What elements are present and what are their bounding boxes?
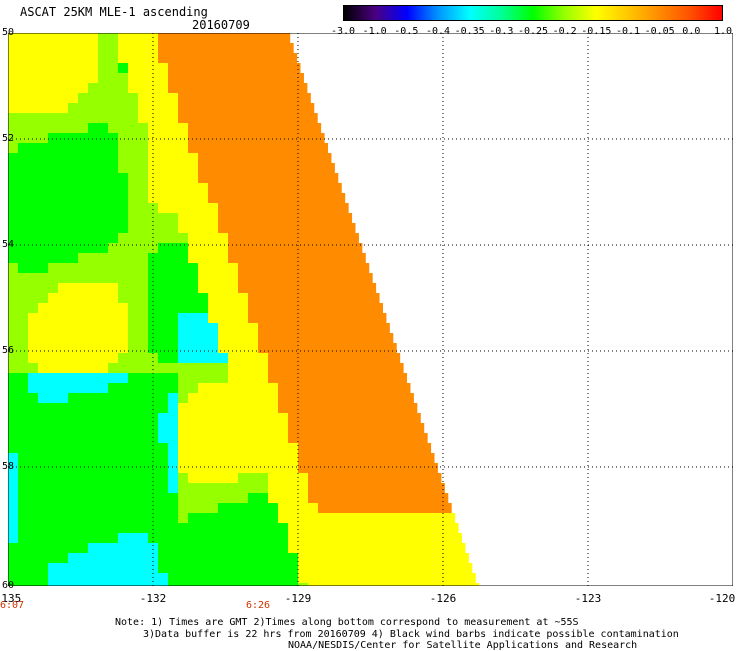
lat-tick-label: 58 bbox=[2, 461, 15, 472]
colorbar-label: 0.0 bbox=[682, 26, 701, 37]
grid-lines bbox=[8, 33, 733, 586]
colorbar-label: -0.15 bbox=[581, 26, 612, 37]
map-date: 20160709 bbox=[192, 18, 250, 32]
lon-tick-label: -129 bbox=[284, 592, 312, 605]
lat-tick-label: 50 bbox=[2, 27, 15, 38]
wind-map bbox=[8, 33, 733, 586]
lon-tick-label: -132 bbox=[139, 592, 167, 605]
colorbar-label: -0.2 bbox=[552, 26, 577, 37]
lat-tick-label: 56 bbox=[2, 345, 15, 356]
colorbar bbox=[343, 5, 723, 21]
note-line-2: 3)Data buffer is 22 hrs from 20160709 4)… bbox=[143, 629, 679, 640]
colorbar-label: -1.0 bbox=[362, 26, 387, 37]
colorbar-label: -0.5 bbox=[394, 26, 419, 37]
note-line-1: Note: 1) Times are GMT 2)Times along bot… bbox=[115, 617, 579, 628]
lat-tick-label: 52 bbox=[2, 133, 15, 144]
note-line-3: NOAA/NESDIS/Center for Satellite Applica… bbox=[288, 640, 638, 651]
colorbar-label: -0.25 bbox=[517, 26, 549, 37]
lat-tick-label: 60 bbox=[2, 580, 15, 591]
lat-tick-label: 54 bbox=[2, 239, 15, 250]
time-label: 6:07 bbox=[0, 600, 25, 611]
colorbar-label: 1.0 bbox=[713, 26, 733, 37]
colorbar-label: -0.1 bbox=[615, 26, 641, 37]
colorbar-label: -0.05 bbox=[644, 26, 675, 37]
colorbar-label: -0.3 bbox=[489, 26, 514, 37]
data-field bbox=[8, 33, 480, 586]
lon-tick-label: -120 bbox=[708, 592, 736, 605]
time-label: 6:26 bbox=[245, 600, 271, 611]
map-title: ASCAT 25KM MLE-1 ascending bbox=[20, 5, 208, 19]
colorbar-label: -0.35 bbox=[454, 26, 485, 37]
lon-tick-label: -126 bbox=[429, 592, 457, 605]
lon-tick-label: -123 bbox=[574, 592, 602, 605]
lon-tick-label: -135 bbox=[0, 592, 22, 605]
colorbar-label: -0.4 bbox=[425, 26, 451, 37]
colorbar-label: -3.0 bbox=[330, 26, 356, 37]
